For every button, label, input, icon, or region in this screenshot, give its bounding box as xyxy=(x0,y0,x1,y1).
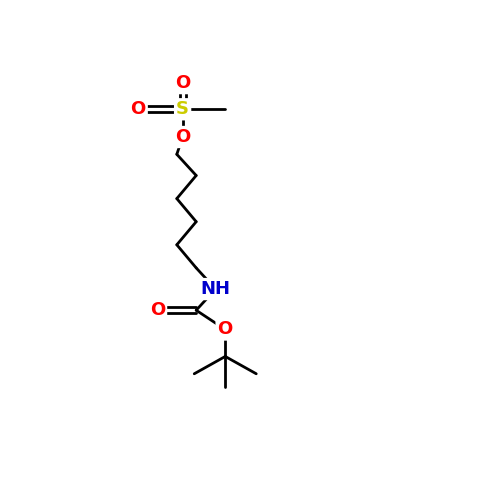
Text: O: O xyxy=(130,100,146,118)
Text: NH: NH xyxy=(200,280,230,298)
Text: O: O xyxy=(175,128,190,146)
Text: O: O xyxy=(150,301,165,320)
Text: S: S xyxy=(176,100,189,118)
Text: O: O xyxy=(175,74,190,92)
Text: O: O xyxy=(218,320,233,338)
